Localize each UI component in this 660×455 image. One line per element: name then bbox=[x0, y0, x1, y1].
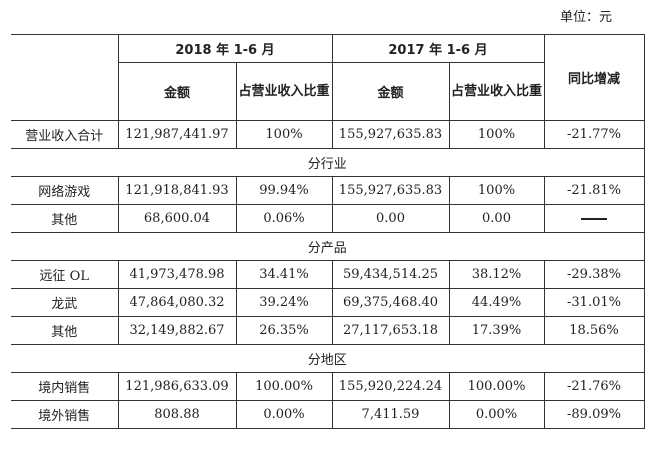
header-period-2017: 2017 年 1-6 月 bbox=[331, 34, 545, 63]
amount-2017: 27,117,653.18 bbox=[331, 316, 450, 345]
header-corner-cell bbox=[11, 34, 119, 121]
table-row-longwu: 龙武 47,864,080.32 39.24% 69,375,468.40 44… bbox=[11, 288, 645, 317]
row-label: 其他 bbox=[11, 204, 119, 233]
amount-2018: 121,987,441.97 bbox=[117, 120, 237, 149]
table-row-other-product: 其他 32,149,882.67 26.35% 27,117,653.18 17… bbox=[11, 316, 645, 345]
share-2018: 100% bbox=[235, 120, 333, 149]
section-label: 分产品 bbox=[11, 232, 645, 261]
amount-2017: 155,927,635.83 bbox=[331, 176, 450, 205]
header-row-columns: 金额 占营业收入比重 金额 占营业收入比重 bbox=[11, 62, 644, 121]
row-label: 境外销售 bbox=[11, 400, 119, 429]
share-2017: 100% bbox=[448, 176, 545, 205]
amount-2018: 808.88 bbox=[117, 400, 237, 429]
share-2017: 38.12% bbox=[448, 260, 545, 289]
share-2018: 26.35% bbox=[235, 316, 333, 345]
table-row-other-industry: 其他 68,600.04 0.06% 0.00 0.00 bbox=[11, 204, 645, 233]
yoy-change-dash bbox=[543, 204, 645, 233]
header-period-2018: 2018 年 1-6 月 bbox=[117, 34, 333, 63]
header-amount-2018: 金额 bbox=[117, 62, 237, 121]
yoy-change: -21.76% bbox=[543, 372, 645, 401]
yoy-change: -31.01% bbox=[543, 288, 645, 317]
row-label: 远征 OL bbox=[11, 260, 119, 289]
row-label: 境内销售 bbox=[11, 372, 119, 401]
header-share-2017: 占营业收入比重 bbox=[448, 62, 545, 121]
section-row-product: 分产品 bbox=[11, 232, 645, 261]
amount-2018: 32,149,882.67 bbox=[117, 316, 237, 345]
section-label: 分行业 bbox=[11, 148, 645, 177]
table-row-online-games: 网络游戏 121,918,841.93 99.94% 155,927,635.8… bbox=[11, 176, 645, 205]
yoy-change: -21.77% bbox=[543, 120, 645, 149]
table-row-total: 营业收入合计 121,987,441.97 100% 155,927,635.8… bbox=[11, 120, 645, 149]
row-label: 营业收入合计 bbox=[11, 120, 119, 149]
row-label: 网络游戏 bbox=[11, 176, 119, 205]
share-2018: 100.00% bbox=[235, 372, 333, 401]
unit-label: 单位：元 bbox=[559, 10, 612, 25]
table-row-domestic: 境内销售 121,986,633.09 100.00% 155,920,224.… bbox=[11, 372, 645, 401]
amount-2017: 7,411.59 bbox=[331, 400, 450, 429]
amount-2017: 155,927,635.83 bbox=[331, 120, 450, 149]
table-row-yuanzheng: 远征 OL 41,973,478.98 34.41% 59,434,514.25… bbox=[11, 260, 645, 289]
section-row-region: 分地区 bbox=[11, 344, 645, 373]
header-yoy: 同比增减 bbox=[543, 34, 645, 121]
amount-2017: 155,920,224.24 bbox=[331, 372, 450, 401]
amount-2018: 41,973,478.98 bbox=[117, 260, 237, 289]
section-label: 分地区 bbox=[11, 344, 645, 373]
share-2018: 0.06% bbox=[235, 204, 333, 233]
share-2017: 100% bbox=[448, 120, 545, 149]
share-2018: 39.24% bbox=[235, 288, 333, 317]
row-label: 龙武 bbox=[11, 288, 119, 317]
amount-2018: 121,918,841.93 bbox=[117, 176, 237, 205]
share-2017: 100.00% bbox=[448, 372, 545, 401]
header-row-periods: 2018 年 1-6 月 2017 年 1-6 月 同比增减 bbox=[11, 34, 645, 121]
amount-2018: 47,864,080.32 bbox=[117, 288, 237, 317]
revenue-table: 2018 年 1-6 月 2017 年 1-6 月 同比增减 金额 占营业收入比… bbox=[11, 34, 645, 429]
amount-2017: 59,434,514.25 bbox=[331, 260, 450, 289]
row-label: 其他 bbox=[11, 316, 119, 345]
dash-mark bbox=[581, 217, 607, 220]
share-2017: 0.00 bbox=[448, 204, 545, 233]
share-2017: 0.00% bbox=[448, 400, 545, 429]
share-2017: 44.49% bbox=[448, 288, 545, 317]
yoy-change: -29.38% bbox=[543, 260, 645, 289]
header-amount-2017: 金额 bbox=[331, 62, 450, 121]
amount-2017: 69,375,468.40 bbox=[331, 288, 450, 317]
amount-2018: 68,600.04 bbox=[117, 204, 237, 233]
yoy-change: 18.56% bbox=[543, 316, 645, 345]
share-2018: 0.00% bbox=[235, 400, 333, 429]
amount-2017: 0.00 bbox=[331, 204, 450, 233]
yoy-change: -21.81% bbox=[543, 176, 645, 205]
yoy-change: -89.09% bbox=[543, 400, 645, 429]
table-row-overseas: 境外销售 808.88 0.00% 7,411.59 0.00% -89.09% bbox=[11, 400, 645, 429]
amount-2018: 121,986,633.09 bbox=[117, 372, 237, 401]
header-share-2018: 占营业收入比重 bbox=[235, 62, 333, 121]
share-2018: 99.94% bbox=[235, 176, 333, 205]
share-2018: 34.41% bbox=[235, 260, 333, 289]
section-row-industry: 分行业 bbox=[11, 148, 645, 177]
share-2017: 17.39% bbox=[448, 316, 545, 345]
